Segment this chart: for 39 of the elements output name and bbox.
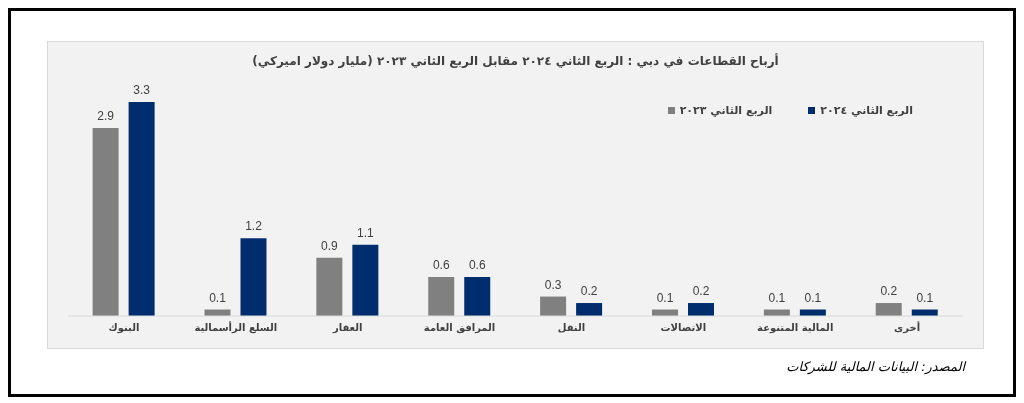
data-label: 0.1 <box>209 290 227 305</box>
bar <box>576 303 603 316</box>
bar <box>92 127 119 316</box>
data-label: 0.3 <box>544 277 562 292</box>
bar <box>352 244 379 316</box>
x-tick-label: السلع الرأسمالية <box>194 321 278 335</box>
bar <box>316 257 343 316</box>
data-label: 3.3 <box>133 83 151 97</box>
x-tick-label: المالية المتنوعة <box>757 322 834 335</box>
chart-title: أرباح القطاعات في دبي : الربع الثاني ٢٠٢٤ مقابل الربع الثاني ٢٠٢٣ (مليار دولار اميركي) <box>251 54 780 68</box>
data-label: 0.1 <box>916 290 934 305</box>
x-tick-label: العقار <box>331 322 363 335</box>
bar <box>540 296 567 316</box>
bar <box>428 277 455 316</box>
x-tick-label: الاتصالات <box>660 322 707 334</box>
data-label: 2.9 <box>97 108 115 123</box>
data-label: 1.2 <box>245 219 263 234</box>
bar <box>464 277 491 316</box>
x-tick-label: المرافق العامة <box>423 322 496 335</box>
data-label: 1.1 <box>357 225 375 240</box>
data-label: 0.2 <box>880 284 898 299</box>
bar <box>875 303 902 316</box>
data-label: 0.1 <box>656 290 674 305</box>
data-label: 0.1 <box>768 290 786 305</box>
legend-label: الربع الثاني ٢٠٢٣ <box>679 104 773 117</box>
bar <box>687 303 714 316</box>
bar <box>128 102 155 316</box>
data-label: 0.9 <box>321 238 339 253</box>
x-tick-label: النقل <box>557 322 586 334</box>
data-label: 0.6 <box>432 258 450 273</box>
legend-label: الربع الثاني ٢٠٢٤ <box>820 104 913 117</box>
data-label: 0.2 <box>580 284 598 299</box>
bar <box>240 238 267 316</box>
data-label: 0.6 <box>468 258 486 273</box>
data-label: 0.2 <box>692 284 710 299</box>
text: المصدر: البيانات المالية للشركات <box>786 359 965 374</box>
data-label: 0.1 <box>804 290 822 305</box>
x-tick-label: البنوك <box>108 322 140 335</box>
x-tick-label: أخرى <box>894 321 921 335</box>
